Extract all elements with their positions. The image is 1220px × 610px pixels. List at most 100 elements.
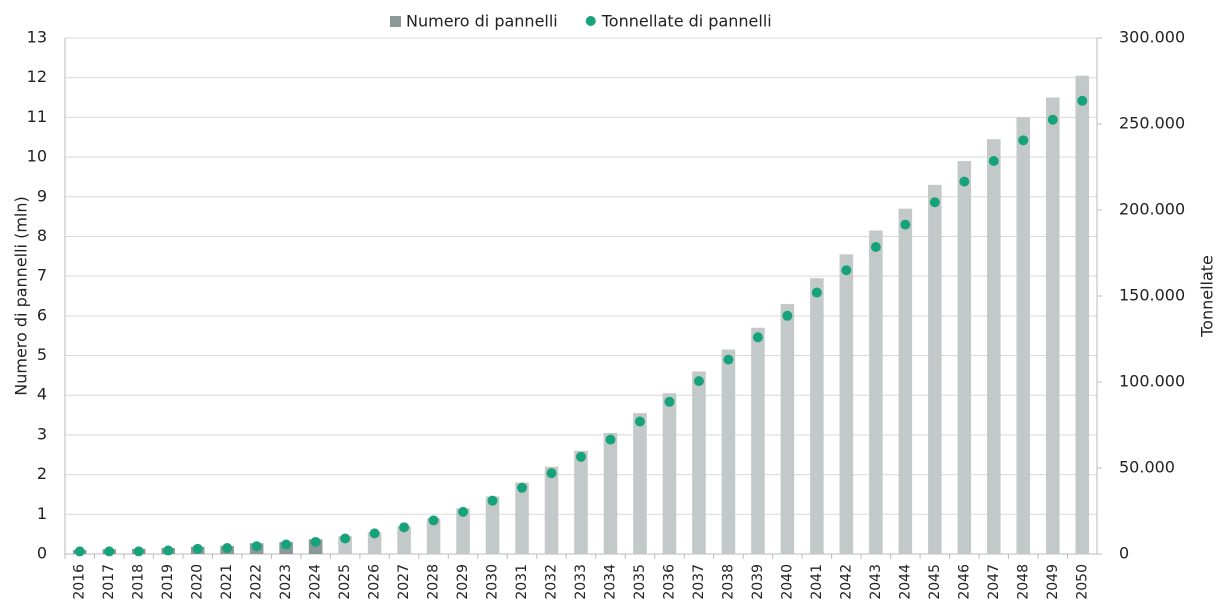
x-tick-label: 2041 (809, 564, 825, 600)
y2-tick-label: 250.000 (1119, 114, 1185, 133)
bar (603, 432, 618, 554)
point (222, 542, 233, 553)
point (133, 546, 144, 557)
point (900, 219, 911, 230)
x-tick-label: 2027 (396, 564, 412, 600)
x-tick-label: 2044 (897, 564, 913, 600)
y-tick-label: 1 (37, 504, 47, 523)
y2-axis-title: Tonnellate (1198, 255, 1217, 338)
point (723, 354, 734, 365)
bar (721, 349, 736, 554)
point (752, 332, 763, 343)
y-tick-label: 5 (37, 345, 47, 364)
x-tick-label: 2042 (838, 564, 854, 600)
x-tick-label: 2030 (485, 564, 501, 600)
y-axis-title: Numero di pannelli (mln) (12, 196, 31, 396)
bar (839, 254, 854, 555)
x-tick-label: 2025 (337, 564, 353, 600)
point (929, 197, 940, 208)
bar (574, 450, 588, 554)
y-tick-label: 9 (37, 186, 47, 205)
bar (662, 393, 677, 554)
bar (485, 496, 500, 554)
x-tick-label: 2024 (308, 564, 324, 600)
y-tick-label: 7 (37, 266, 47, 285)
x-tick-label: 2018 (131, 564, 147, 600)
point (546, 468, 557, 479)
bar (456, 508, 470, 554)
point (251, 541, 262, 552)
y-tick-label: 4 (37, 385, 47, 404)
bar (810, 278, 824, 554)
point (281, 539, 292, 550)
y2-tick-label: 100.000 (1119, 372, 1185, 391)
point (841, 265, 852, 276)
bar (928, 184, 942, 554)
x-tick-label: 2026 (367, 564, 383, 600)
point (782, 310, 793, 321)
y2-tick-label: 0 (1119, 544, 1129, 563)
x-tick-label: 2023 (278, 564, 294, 600)
bar (633, 413, 647, 554)
x-tick-label: 2040 (779, 564, 795, 600)
bar (957, 161, 972, 555)
y-tick-label: 6 (37, 305, 47, 324)
bar (780, 303, 795, 554)
x-tick-label: 2028 (426, 564, 442, 600)
x-tick-label: 2046 (956, 564, 972, 600)
x-tick-label: 2043 (868, 564, 884, 600)
x-tick-label: 2031 (514, 564, 530, 600)
x-tick-label: 2016 (72, 564, 88, 600)
point (1018, 135, 1029, 146)
x-tick-label: 2019 (160, 564, 176, 600)
x-tick-label: 2034 (602, 564, 618, 600)
bar (1016, 117, 1031, 554)
legend-label: Tonnellate di pannelli (601, 12, 772, 31)
x-tick-label: 2035 (632, 564, 648, 600)
point (163, 545, 174, 556)
point (487, 495, 498, 506)
point (988, 155, 999, 166)
x-tick-label: 2033 (573, 564, 589, 600)
bar (426, 518, 441, 554)
point (634, 416, 645, 427)
point (517, 482, 528, 493)
point (399, 522, 410, 533)
point (74, 546, 85, 557)
x-tick-label: 2048 (1015, 564, 1031, 600)
y2-tick-label: 150.000 (1119, 286, 1185, 305)
x-tick-label: 2017 (101, 564, 117, 600)
bar (869, 230, 883, 554)
x-tick-label: 2050 (1074, 564, 1090, 600)
y-tick-label: 10 (27, 147, 47, 166)
bar (367, 532, 382, 554)
y-tick-label: 12 (27, 67, 47, 86)
bar (751, 327, 765, 554)
point (192, 543, 203, 554)
y-tick-label: 2 (37, 464, 47, 483)
x-tick-label: 2037 (691, 564, 707, 600)
bar (544, 466, 559, 554)
y-tick-label: 8 (37, 226, 47, 245)
x-tick-label: 2038 (720, 564, 736, 600)
x-tick-label: 2020 (190, 564, 206, 600)
x-tick-label: 2021 (219, 564, 235, 600)
bar (692, 371, 706, 554)
point (959, 176, 970, 187)
point (811, 287, 822, 298)
y2-tick-label: 50.000 (1119, 458, 1175, 477)
bar (1075, 75, 1090, 554)
point (870, 241, 881, 252)
y2-tick-label: 300.000 (1119, 28, 1185, 47)
y2-tick-label: 200.000 (1119, 200, 1185, 219)
point (693, 376, 704, 387)
bar (515, 482, 529, 554)
point (664, 396, 675, 407)
point (428, 515, 439, 526)
point (369, 528, 380, 539)
point (458, 506, 469, 517)
bar (1045, 97, 1060, 555)
x-tick-label: 2049 (1045, 564, 1061, 600)
point (576, 451, 586, 462)
